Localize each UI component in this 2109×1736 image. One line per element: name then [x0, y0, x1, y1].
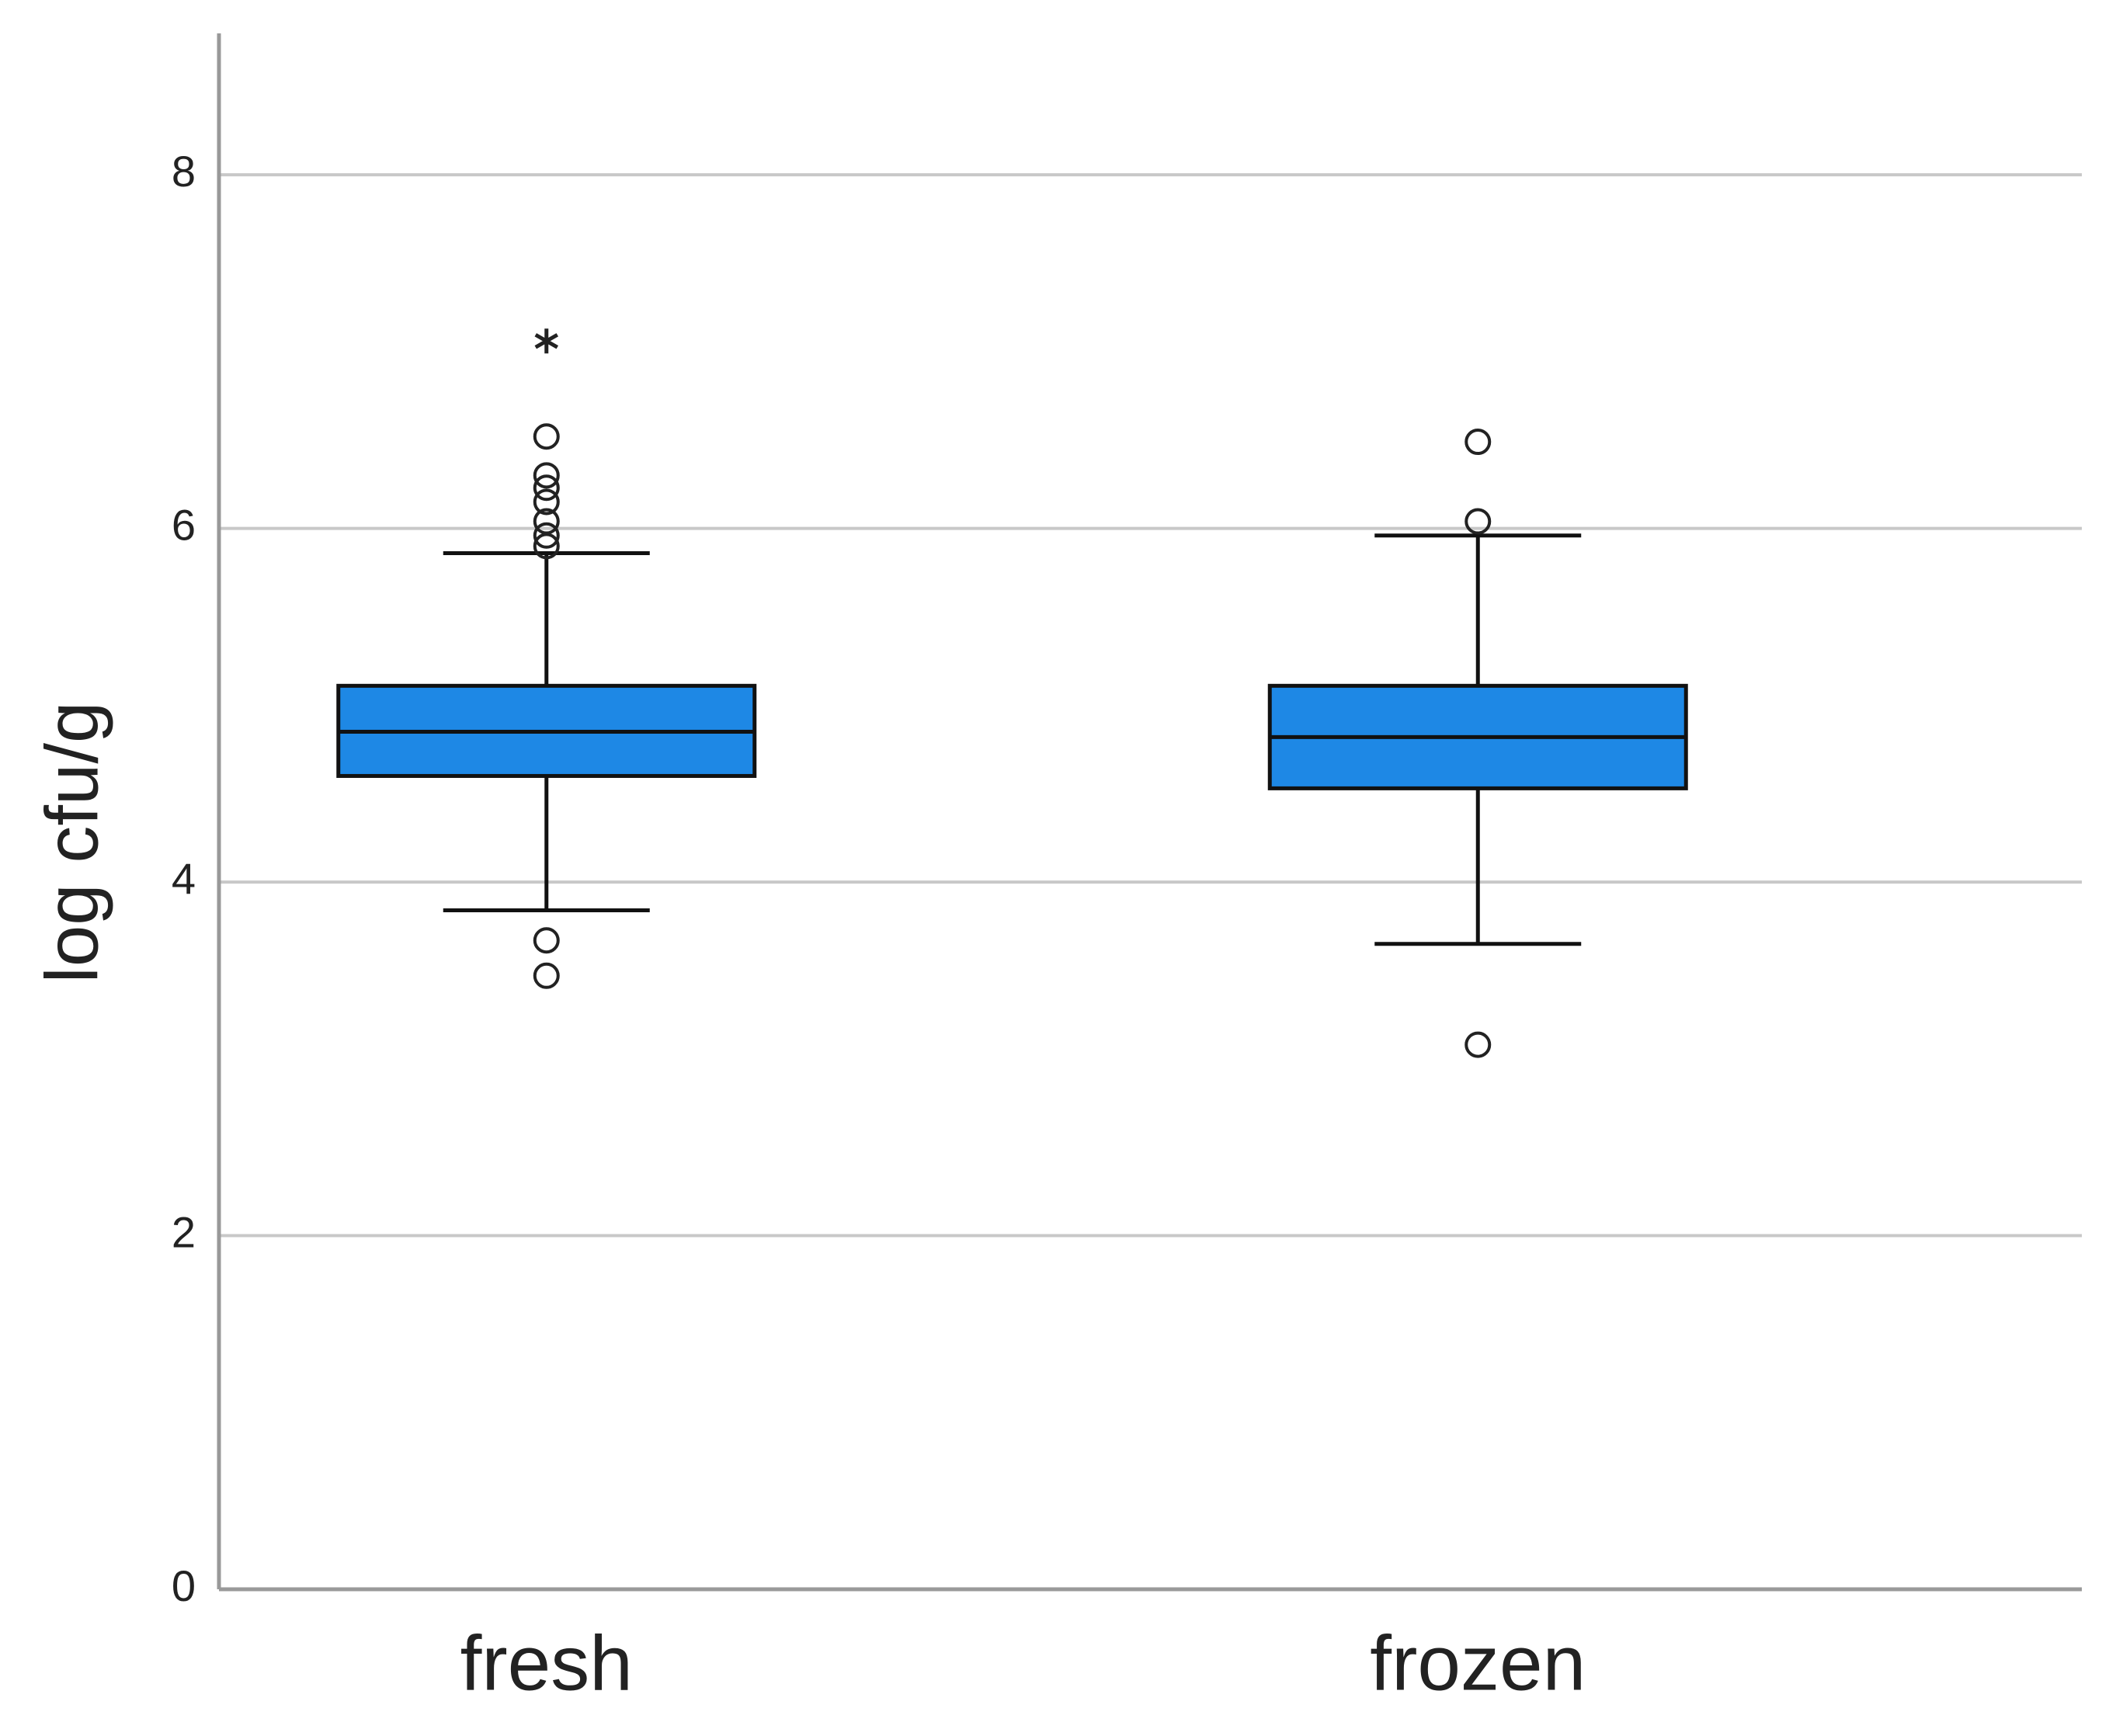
x-tick-label: fresh [460, 1620, 633, 1706]
x-tick-label: frozen [1370, 1620, 1586, 1706]
y-tick-label: 2 [172, 1207, 196, 1256]
outlier [1464, 429, 1492, 456]
extreme [534, 328, 558, 354]
outlier [1464, 1031, 1492, 1058]
outlier [533, 927, 560, 954]
outlier [1464, 508, 1492, 535]
y-tick-label: 6 [172, 500, 196, 549]
y-tick-label: 0 [172, 1561, 196, 1610]
y-tick-label: 8 [172, 147, 196, 196]
outlier [533, 462, 560, 489]
outlier [533, 488, 560, 516]
outlier [533, 962, 560, 989]
outlier [533, 423, 560, 450]
outlier [533, 474, 560, 502]
outlier [533, 533, 560, 560]
y-tick-label: 4 [172, 854, 196, 903]
outlier [533, 522, 560, 549]
y-axis-label: log cfu/g [30, 702, 113, 984]
